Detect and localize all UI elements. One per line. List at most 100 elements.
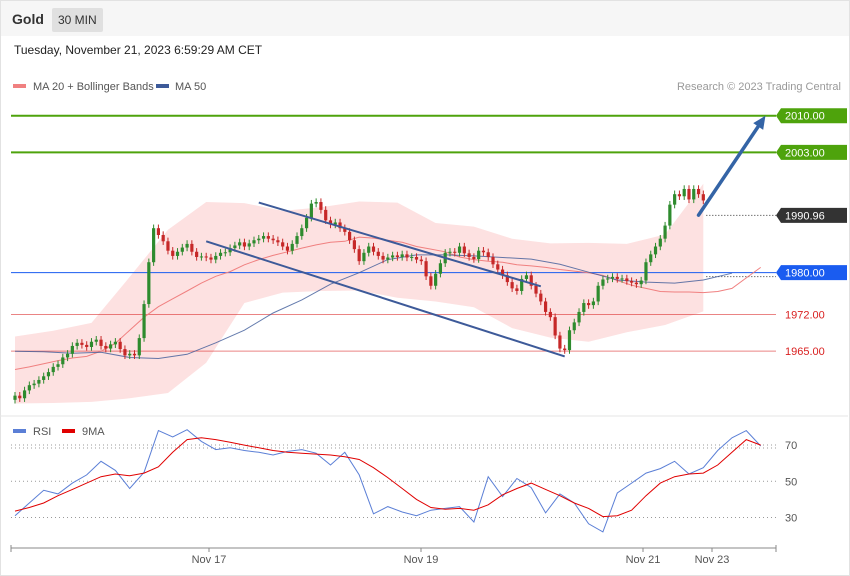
candle-9	[56, 360, 60, 371]
x-tick-label-2: Nov 21	[626, 554, 661, 566]
legend-label-ma20: MA 20 + Bollinger Bands	[33, 81, 154, 93]
candle-38	[195, 248, 199, 261]
candle-80	[395, 251, 399, 261]
candle-103	[505, 271, 509, 286]
candle-111	[543, 297, 548, 316]
candle-135	[658, 235, 662, 251]
interval-button[interactable]: 30 MIN	[52, 8, 103, 32]
candle-98	[481, 247, 486, 256]
candle-15	[85, 341, 89, 351]
candle-75	[371, 242, 376, 256]
candle-88	[434, 270, 438, 290]
candle-33	[171, 247, 175, 260]
candle-73	[362, 249, 366, 265]
bollinger-band-area	[15, 183, 704, 404]
candle-22	[118, 338, 122, 353]
candle-118	[577, 308, 581, 327]
candle-4	[32, 379, 36, 389]
candle-31	[161, 231, 165, 245]
candle-6	[42, 372, 46, 384]
candle-0	[13, 391, 17, 404]
candle-143	[696, 185, 701, 198]
candle-20	[109, 340, 113, 353]
candle-67	[333, 218, 337, 229]
candle-66	[328, 216, 333, 229]
projection-arrow	[696, 115, 766, 217]
svg-text:1990.96: 1990.96	[785, 210, 825, 222]
candle-56	[281, 238, 285, 251]
chart-header: Gold 30 MIN	[1, 1, 849, 36]
candle-108	[529, 271, 533, 290]
legend-swatch-ma50	[156, 84, 169, 88]
candle-5	[37, 376, 41, 388]
rsi-legend: RSI 9MA	[13, 426, 105, 438]
candle-104	[510, 278, 514, 293]
candle-129	[630, 277, 634, 287]
svg-text:2003.00: 2003.00	[785, 147, 825, 159]
candle-138	[673, 190, 677, 209]
candle-121	[591, 297, 595, 309]
candle-17	[94, 335, 98, 346]
svg-text:1980.00: 1980.00	[785, 268, 825, 280]
candle-68	[338, 218, 342, 232]
candle-132	[644, 258, 648, 285]
candle-51	[257, 235, 261, 244]
candle-42	[214, 252, 218, 264]
candle-92	[453, 248, 457, 257]
candle-116	[567, 326, 572, 354]
candle-83	[410, 253, 414, 262]
legend-swatch-rsi	[13, 429, 26, 433]
candle-130	[634, 278, 638, 288]
candle-128	[625, 274, 629, 285]
main-legend: MA 20 + Bollinger Bands MA 50 Research ©…	[13, 81, 841, 93]
candle-119	[582, 299, 586, 316]
candle-47	[238, 238, 242, 250]
candle-11	[65, 350, 70, 362]
candle-53	[266, 232, 270, 243]
candle-76	[376, 248, 380, 260]
candle-122	[596, 282, 600, 306]
rsi-tick-2: 70	[785, 440, 797, 452]
candle-91	[448, 248, 452, 257]
candle-19	[104, 342, 108, 353]
candle-30	[156, 224, 160, 239]
candle-123	[601, 275, 605, 290]
rsi-tick-0: 30	[785, 512, 797, 524]
candle-70	[348, 228, 352, 244]
legend-swatch-ma20	[13, 84, 26, 88]
candle-7	[46, 368, 51, 380]
candle-85	[419, 255, 423, 265]
candle-74	[367, 242, 371, 257]
candle-54	[271, 235, 275, 244]
candle-64	[319, 198, 323, 214]
candle-48	[242, 238, 247, 251]
candle-71	[352, 236, 356, 253]
candle-99	[486, 248, 490, 261]
candle-134	[653, 242, 658, 259]
chart-datetime: Tuesday, November 21, 2023 6:59:29 AM CE…	[14, 43, 263, 57]
candle-113	[553, 313, 557, 340]
candle-114	[558, 331, 562, 353]
candle-72	[357, 245, 361, 265]
candle-94	[462, 242, 466, 257]
candle-34	[175, 248, 180, 260]
candle-95	[467, 249, 471, 261]
candle-8	[51, 363, 55, 376]
legend-label-9ma: 9MA	[82, 426, 105, 438]
candle-44	[223, 248, 227, 257]
instrument-title: Gold	[12, 11, 44, 27]
candle-63	[314, 198, 318, 208]
legend-swatch-9ma	[62, 429, 75, 433]
candle-141	[687, 185, 691, 204]
candle-97	[477, 247, 481, 263]
candle-96	[472, 253, 476, 263]
x-tick-label-1: Nov 19	[404, 554, 439, 566]
candle-32	[166, 237, 170, 255]
candle-137	[668, 200, 672, 230]
candle-23	[123, 345, 127, 360]
legend-label-ma50: MA 50	[175, 81, 206, 93]
candle-18	[99, 335, 103, 350]
candle-93	[457, 242, 462, 257]
candle-27	[142, 300, 146, 342]
